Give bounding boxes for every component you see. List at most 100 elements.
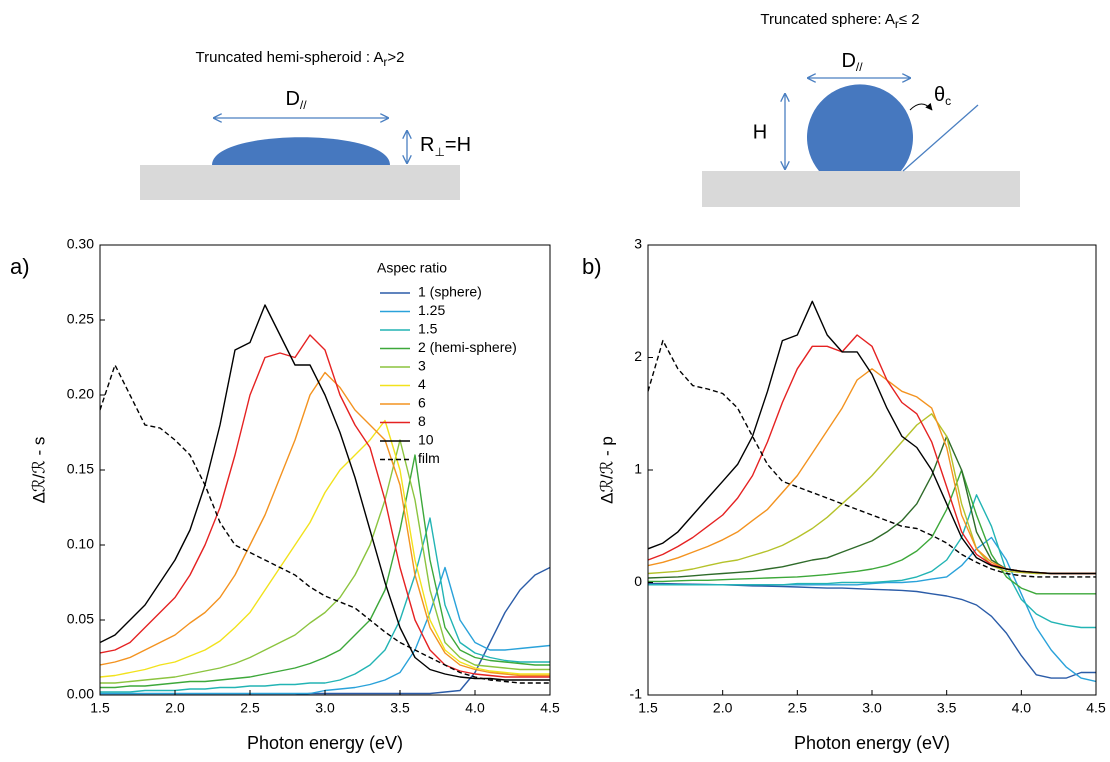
x-tick-label: 4.0 [1012, 700, 1032, 716]
series-line [100, 454, 550, 689]
x-axis-label: Photon energy (eV) [247, 733, 403, 753]
plot-area [100, 304, 550, 695]
y-tick-label: 0.25 [67, 311, 94, 327]
label-sub: ⊥ [434, 145, 444, 159]
series-line [648, 368, 1096, 575]
series-line [648, 339, 1096, 578]
y-tick-label: 1 [634, 461, 642, 477]
y-tick-label: 0 [634, 573, 642, 589]
y-tick-label: 2 [634, 348, 642, 364]
diagram-hemispheroid: Truncated hemi-spheroid : Ar>2 D// R⊥=H [140, 49, 471, 200]
series-line [100, 439, 550, 684]
x-tick-label: 2.5 [788, 700, 808, 716]
y-tick-label: 0.05 [67, 611, 94, 627]
series-line [648, 435, 1096, 579]
x-tick-label: 4.5 [540, 700, 560, 716]
label-part: =H [445, 134, 471, 156]
panel-label: b) [582, 254, 602, 279]
y-tick-label: -1 [630, 686, 643, 702]
diagram-sphere: Truncated sphere: Ar≤ 2 D// H θc [702, 11, 1020, 207]
particle [212, 137, 390, 165]
x-tick-label: 1.5 [90, 700, 110, 716]
series-line [648, 494, 1096, 629]
x-tick-label: 3.5 [937, 700, 957, 716]
label-sub: c [945, 94, 951, 108]
label-part: θ [934, 84, 945, 106]
title-part: Truncated sphere: A [760, 11, 895, 28]
x-tick-label: 4.0 [465, 700, 485, 716]
y-tick-label: 0.30 [67, 236, 94, 252]
height-label: R⊥=H [420, 134, 471, 159]
y-tick-label: 3 [634, 236, 642, 252]
title-part: >2 [387, 49, 404, 66]
axes-frame [647, 244, 1097, 696]
label-part: R [420, 134, 434, 156]
charts: 1.5 2.0 2.5 3.0 3.5 4.0 4.5 0.00 0.05 0.10 0.15 0.2… [10, 236, 1106, 753]
series-line [100, 419, 550, 678]
chart: 1.5 2.0 2.5 3.0 3.5 4.0 4.5 0.00 0.05 0.10 0.15 0.2… [10, 236, 560, 753]
diagram-title: Truncated sphere: Ar≤ 2 [760, 11, 919, 31]
x-tick-label: 3.5 [390, 700, 410, 716]
height-label: H [753, 121, 767, 143]
series-line [648, 536, 1096, 683]
axes-frame [99, 244, 551, 696]
label-sub: // [300, 98, 307, 112]
label-sub: // [856, 60, 863, 74]
series-line [648, 582, 1096, 679]
y-axis-label: Δℛ/ℛ - s [29, 437, 48, 504]
series-line [100, 364, 550, 684]
series-line [100, 304, 550, 681]
legend-label: film [418, 450, 440, 466]
x-axis-label: Photon energy (eV) [794, 733, 950, 753]
angle-label: θc [934, 84, 951, 108]
particle [807, 84, 914, 171]
y-axis-label: Δℛ/ℛ - p [597, 436, 616, 504]
x-tick-label: 2.0 [165, 700, 185, 716]
legend-label: 10 [418, 432, 434, 448]
series-line [648, 413, 1096, 575]
angle-arrow [909, 102, 933, 111]
title-sub: r [895, 17, 899, 31]
legend-label: 4 [418, 376, 426, 392]
series-line [100, 566, 550, 695]
width-label: D// [841, 50, 863, 74]
y-tick-label: 0.15 [67, 461, 94, 477]
title-sub: r [383, 55, 387, 69]
x-tick-label: 3.0 [315, 700, 335, 716]
x-tick-label: 2.0 [713, 700, 733, 716]
label-part: D [285, 88, 299, 110]
chart: 1.5 2.0 2.5 3.0 3.5 4.0 4.5 -1 0 1 2 3 Photon energy… [582, 236, 1106, 753]
legend-label: 1 (sphere) [418, 284, 482, 300]
title-part: ≤ 2 [899, 11, 920, 28]
legend-label: 3 [418, 358, 426, 374]
series-line [100, 334, 550, 678]
x-tick-label: 1.5 [638, 700, 658, 716]
plot-area [648, 300, 1096, 683]
series-line [100, 371, 550, 677]
substrate [140, 165, 460, 200]
width-label: D// [285, 88, 307, 112]
series-line [648, 300, 1096, 575]
legend-label: 1.5 [418, 321, 438, 337]
y-tick-label: 0.20 [67, 386, 94, 402]
diagram-title: Truncated hemi-spheroid : Ar>2 [196, 49, 405, 69]
x-tick-label: 2.5 [240, 700, 260, 716]
legend-label: 1.25 [418, 302, 445, 318]
y-tick-label: 0.10 [67, 536, 94, 552]
contact-line [902, 104, 979, 172]
substrate [702, 171, 1020, 207]
x-tick-label: 3.0 [862, 700, 882, 716]
y-tick-label: 0.00 [67, 686, 94, 702]
panel-label: a) [10, 254, 30, 279]
legend-label: 6 [418, 395, 426, 411]
legend-label: 2 (hemi-sphere) [418, 339, 517, 355]
x-tick-label: 4.5 [1086, 700, 1106, 716]
label-part: D [841, 50, 855, 72]
legend-title: Aspec ratio [377, 260, 447, 276]
legend-label: 8 [418, 413, 426, 429]
title-part: Truncated hemi-spheroid : A [196, 49, 384, 66]
series-line [648, 334, 1096, 575]
series-line [648, 469, 1096, 595]
